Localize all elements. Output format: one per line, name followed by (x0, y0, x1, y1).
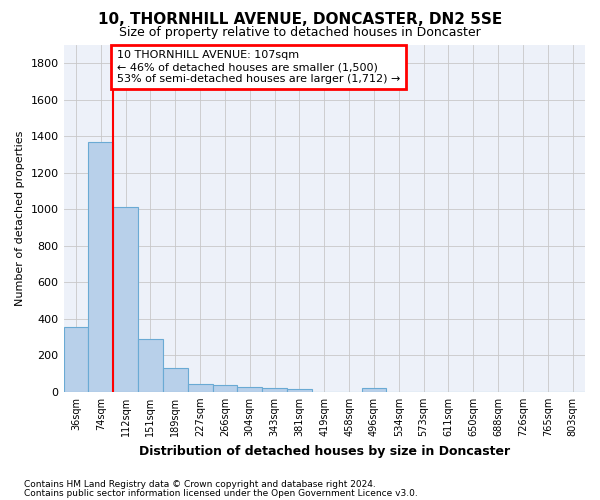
Bar (262, 388, 287, 392)
Text: Contains HM Land Registry data © Crown copyright and database right 2024.: Contains HM Land Registry data © Crown c… (24, 480, 376, 489)
Text: Contains public sector information licensed under the Open Government Licence v3: Contains public sector information licen… (24, 489, 418, 498)
X-axis label: Distribution of detached houses by size in Doncaster: Distribution of detached houses by size … (139, 444, 510, 458)
Bar (188, 384, 212, 392)
Bar (138, 339, 163, 392)
Bar (88, 142, 113, 392)
Bar (287, 388, 312, 392)
Bar (362, 388, 386, 392)
Text: 10 THORNHILL AVENUE: 107sqm
← 46% of detached houses are smaller (1,500)
53% of : 10 THORNHILL AVENUE: 107sqm ← 46% of det… (117, 50, 400, 84)
Text: 10, THORNHILL AVENUE, DONCASTER, DN2 5SE: 10, THORNHILL AVENUE, DONCASTER, DN2 5SE (98, 12, 502, 28)
Bar (212, 386, 238, 392)
Bar (163, 368, 188, 392)
Y-axis label: Number of detached properties: Number of detached properties (15, 130, 25, 306)
Bar (238, 386, 262, 392)
Text: Size of property relative to detached houses in Doncaster: Size of property relative to detached ho… (119, 26, 481, 39)
Bar (113, 206, 138, 392)
Bar (64, 327, 88, 392)
